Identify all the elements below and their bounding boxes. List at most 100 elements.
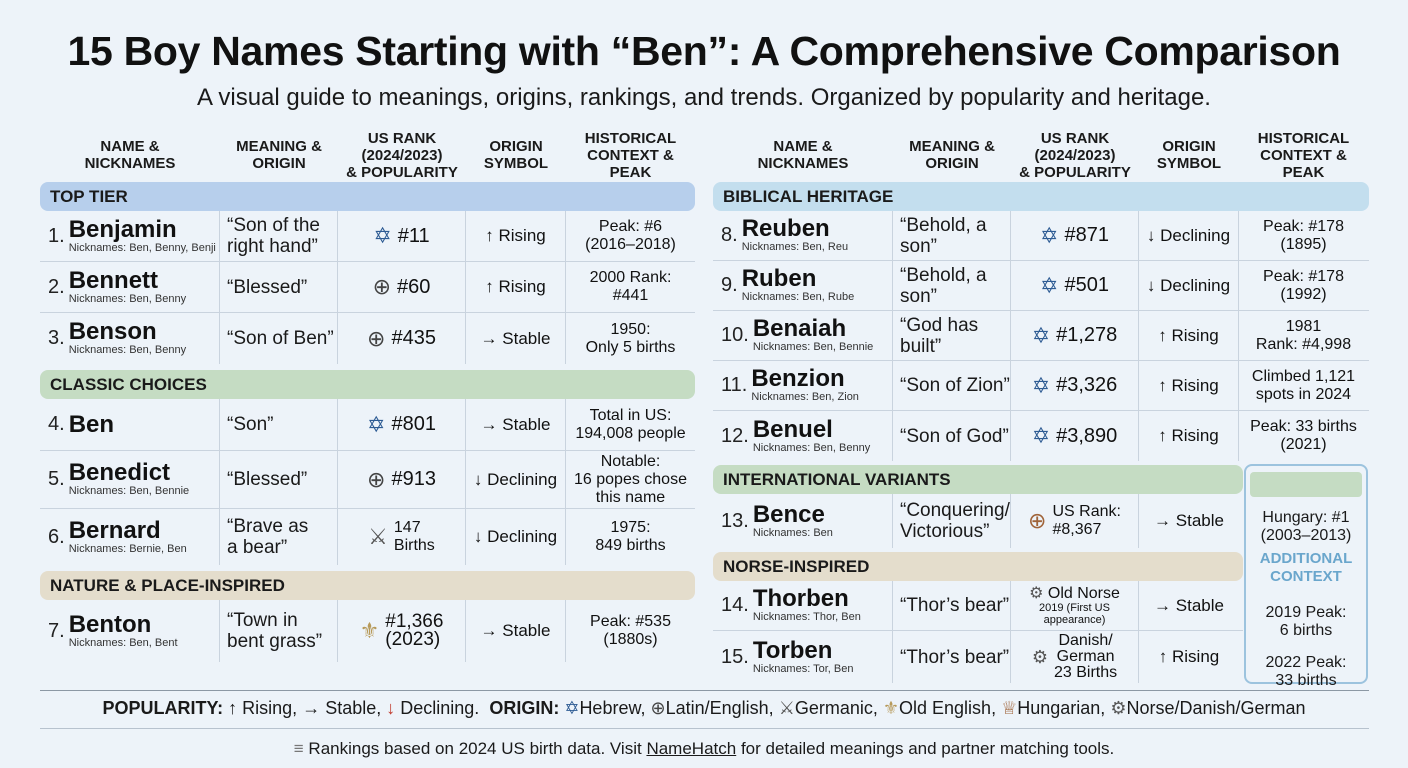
name: Reuben: [741, 215, 830, 242]
rank: #1,278: [1056, 324, 1118, 346]
history: 1975: 849 births: [595, 519, 666, 554]
header-history: HISTORICAL CONTEXT & PEAK: [1257, 129, 1350, 181]
left-panel: NAME & NICKNAMES MEANING & ORIGIN US RAN…: [40, 128, 695, 662]
column-headers: NAME & NICKNAMES MEANING & ORIGIN US RAN…: [40, 128, 695, 182]
meaning: “Son of God”: [893, 411, 1011, 461]
footer: ≡ Rankings based on 2024 US birth data. …: [0, 739, 1408, 759]
latin-cross-icon: ⊕: [367, 466, 386, 492]
name-cell: 1. Benjamin Nicknames: Ben, Benny, Benji: [40, 211, 220, 261]
meaning: “Conquering/ Victorious”: [893, 494, 1011, 548]
norse-gear-icon: ⚙: [1110, 698, 1127, 718]
row-number: 9.: [721, 274, 738, 296]
name-row: 7. Benton Nicknames: Ben, Bent “Town in b…: [40, 600, 695, 662]
trend: → Stable: [1154, 595, 1224, 615]
hebrew-star-icon: ✡: [1040, 222, 1059, 248]
row-number: 3.: [48, 327, 65, 349]
name: Ruben: [741, 265, 817, 292]
name-row: 12. Benuel Nicknames: Ben, Benny “Son of …: [713, 411, 1369, 461]
rank-note: 2019 (First US appearance): [1039, 602, 1110, 626]
nicknames: Nicknames: Tor, Ben: [752, 662, 854, 675]
rank: #871: [1064, 224, 1109, 246]
name: Benaiah: [752, 315, 847, 342]
nicknames: Nicknames: Bernie, Ben: [68, 542, 187, 555]
name: Benzion: [751, 365, 845, 392]
hungarian-crown-icon: ⊕: [1028, 508, 1047, 533]
section-norse: NORSE-INSPIRED: [713, 552, 1243, 581]
name-cell: 6. Bernard Nicknames: Bernie, Ben: [40, 509, 220, 565]
additional-context-box: Hungary: #1 (2003–2013) ADDITIONAL CONTE…: [1244, 464, 1368, 689]
row-number: 6.: [48, 525, 65, 548]
legend-latin: Latin/English,: [665, 698, 774, 718]
rank-cell: ✡ #3,890: [1011, 411, 1139, 461]
meaning: “Town in bent grass”: [220, 600, 338, 662]
rows-nature: 7. Benton Nicknames: Ben, Bent “Town in b…: [40, 600, 695, 662]
rank: Danish/ German 23 Births: [1054, 632, 1118, 681]
legend-norse: Norse/Danish/German: [1126, 698, 1306, 718]
legend-declining: Declining.: [400, 698, 480, 718]
meaning: “Son of Zion”: [893, 361, 1011, 410]
meaning: “Son of Ben”: [220, 313, 338, 364]
header-rank: US RANK (2024/2023) & POPULARITY: [346, 129, 458, 181]
header-rank: US RANK (2024/2023) & POPULARITY: [1019, 129, 1131, 181]
rows-biblical: 8. Reuben Nicknames: Ben, Reu “Behold, a …: [713, 211, 1369, 461]
legend: POPULARITY: ↑ Rising, → Stable, ↓ Declin…: [0, 698, 1408, 719]
header-name: NAME & NICKNAMES: [757, 138, 849, 172]
latin-cross-icon: ⊕: [372, 274, 392, 299]
nicknames: Nicknames: Ben, Bennie: [68, 485, 190, 497]
name-cell: 14. Thorben Nicknames: Thor, Ben: [713, 581, 893, 630]
hungarian-crown-icon: ♕: [1001, 698, 1018, 718]
rank-cell: ✡ #801: [338, 399, 466, 450]
germanic-swords-icon: ⚔: [778, 698, 795, 718]
rank-cell: ✡ #11: [338, 211, 466, 261]
rank: #60: [397, 275, 431, 298]
hebrew-star-icon: ✡: [1031, 372, 1051, 398]
nicknames: Nicknames: Thor, Ben: [752, 611, 861, 623]
name-cell: 7. Benton Nicknames: Ben, Bent: [40, 600, 220, 662]
name-row: 13. Bence Nicknames: Ben “Conquering/ Vic…: [713, 494, 1243, 548]
namehatch-link[interactable]: NameHatch: [646, 739, 737, 758]
trend: ↓ Declining: [466, 451, 566, 508]
name-row: 5. Benedict Nicknames: Ben, Bennie “Bless…: [40, 451, 695, 509]
section-nature: NATURE & PLACE-INSPIRED: [40, 571, 695, 600]
rank: #501: [1064, 274, 1109, 296]
name-cell: 13. Bence Nicknames: Ben: [713, 494, 893, 548]
name-cell: 12. Benuel Nicknames: Ben, Benny: [713, 411, 893, 461]
name: Bennett: [68, 266, 159, 294]
nicknames: Nicknames: Ben, Rube: [741, 291, 855, 303]
trend: ↑ Rising: [1139, 361, 1239, 410]
divider: [40, 690, 1369, 691]
meaning: “God has built”: [893, 311, 1011, 360]
rank-cell: ⊕ #913: [338, 451, 466, 508]
history: Peak: #178 (1895): [1263, 217, 1344, 253]
meaning: “Brave as a bear”: [220, 509, 338, 565]
legend-germanic: Germanic,: [794, 698, 878, 718]
name: Thorben: [752, 585, 849, 612]
page-subtitle: A visual guide to meanings, origins, ran…: [197, 84, 1211, 111]
rank: #1,366 (2023): [385, 611, 444, 650]
nicknames: Nicknames: Ben, Benny: [752, 441, 871, 454]
name: Benjamin: [68, 215, 177, 243]
row-number: 13.: [721, 509, 749, 532]
menu-lines-icon: ≡: [293, 739, 304, 758]
history: Notable: 16 popes chose this name: [574, 452, 687, 506]
hebrew-star-icon: ✡: [373, 223, 392, 248]
legend-hebrew: Hebrew,: [579, 698, 646, 718]
name: Ben: [68, 410, 115, 438]
name-row: 2. Bennett Nicknames: Ben, Benny “Blessed…: [40, 262, 695, 313]
legend-popularity-label: POPULARITY:: [102, 698, 224, 718]
header-name: NAME & NICKNAMES: [84, 138, 176, 172]
history: Climbed 1,121 spots in 2024: [1251, 367, 1356, 403]
row-number: 12.: [721, 424, 749, 447]
header-meaning: MEANING & ORIGIN: [909, 138, 995, 172]
nicknames: Nicknames: Ben, Benny: [68, 292, 187, 305]
trend: ↓ Declining: [466, 509, 566, 565]
rank-cell: ✡ #501: [1011, 261, 1139, 310]
trend: → Stable: [466, 600, 566, 662]
rank-cell: ✡ #1,278: [1011, 311, 1139, 360]
row-number: 5.: [48, 468, 65, 490]
hebrew-star-icon: ✡: [1040, 272, 1059, 298]
rank: #3,890: [1056, 424, 1118, 447]
hebrew-star-icon: ✡: [564, 698, 580, 718]
trend: ↑ Rising: [466, 211, 566, 261]
row-number: 2.: [48, 275, 65, 298]
